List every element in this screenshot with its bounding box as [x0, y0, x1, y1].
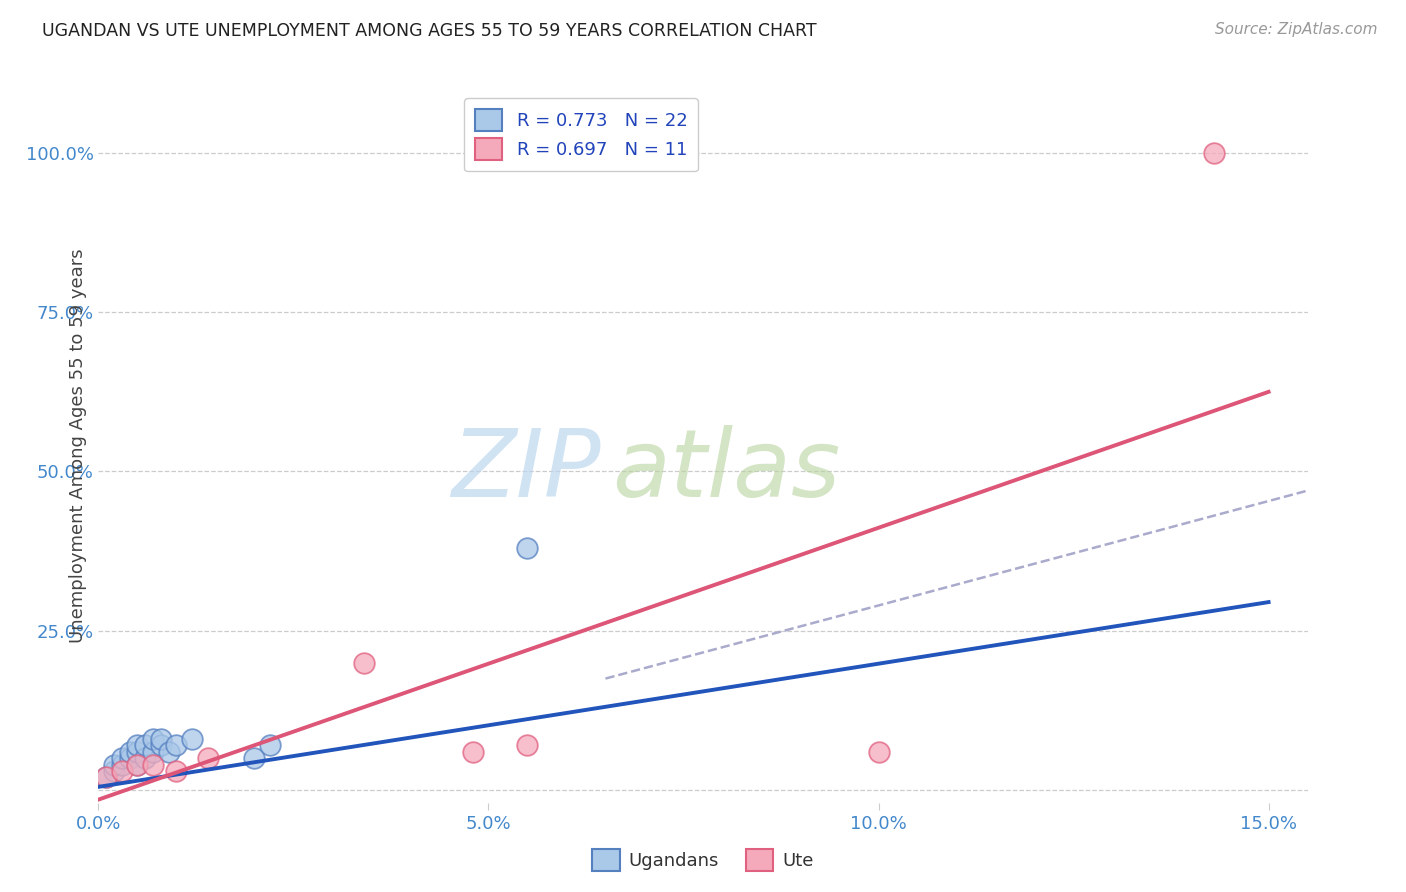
- Text: ZIP: ZIP: [450, 425, 600, 516]
- Point: [142, 757, 165, 772]
- Point: [118, 751, 141, 765]
- Text: atlas: atlas: [613, 425, 841, 516]
- Point: [142, 732, 165, 747]
- Point: [461, 745, 484, 759]
- Legend: R = 0.773   N = 22, R = 0.697   N = 11: R = 0.773 N = 22, R = 0.697 N = 11: [464, 98, 699, 171]
- Point: [127, 757, 149, 772]
- Point: [96, 770, 118, 784]
- Point: [127, 739, 149, 753]
- Point: [157, 745, 180, 759]
- Point: [111, 764, 134, 778]
- Point: [127, 757, 149, 772]
- Point: [149, 739, 172, 753]
- Point: [165, 764, 187, 778]
- Text: UGANDAN VS UTE UNEMPLOYMENT AMONG AGES 55 TO 59 YEARS CORRELATION CHART: UGANDAN VS UTE UNEMPLOYMENT AMONG AGES 5…: [42, 22, 817, 40]
- Point: [353, 656, 375, 670]
- Point: [165, 739, 187, 753]
- Text: Source: ZipAtlas.com: Source: ZipAtlas.com: [1215, 22, 1378, 37]
- Point: [181, 732, 204, 747]
- Point: [103, 757, 125, 772]
- Point: [243, 751, 266, 765]
- Point: [103, 764, 125, 778]
- Point: [111, 751, 134, 765]
- Point: [149, 732, 172, 747]
- Point: [111, 757, 134, 772]
- Point: [142, 745, 165, 759]
- Point: [259, 739, 281, 753]
- Point: [134, 739, 156, 753]
- Point: [134, 751, 156, 765]
- Point: [118, 745, 141, 759]
- Legend: Ugandans, Ute: Ugandans, Ute: [585, 842, 821, 879]
- Point: [127, 745, 149, 759]
- Point: [516, 541, 538, 555]
- Point: [197, 751, 219, 765]
- Point: [516, 739, 538, 753]
- Point: [1202, 145, 1225, 160]
- Point: [96, 770, 118, 784]
- Point: [868, 745, 890, 759]
- Y-axis label: Unemployment Among Ages 55 to 59 years: Unemployment Among Ages 55 to 59 years: [69, 249, 87, 643]
